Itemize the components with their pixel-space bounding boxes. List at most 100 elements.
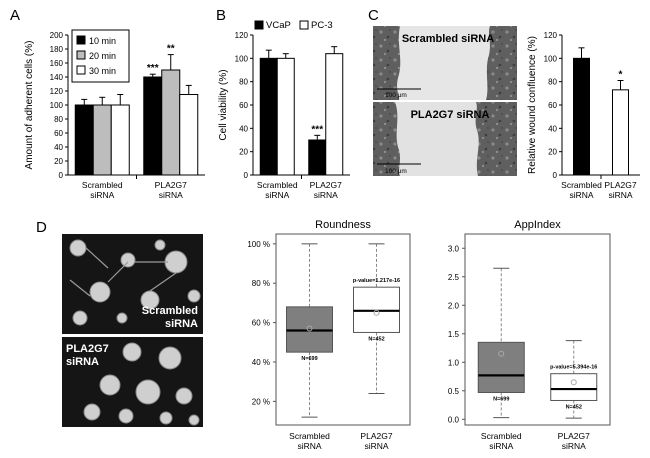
y-tick-label: 2.0 [448,301,460,310]
wound-micrograph-scrambled: Scrambled siRNA 100 μm [373,26,517,100]
chart-roundness: Roundness 20 % 40 % 60 % 80 % 100 % N=699 Scram… [247,219,411,451]
spheroid-micrograph-scrambled: Scrambled siRNA [62,234,203,334]
chart-appindex: AppIndex 0.0 0.5 1.0 1.5 2.0 2.5 3.0 N=699 Scramb… [448,219,611,451]
x-tick-label: siRNA [562,441,586,451]
x-tick-label: siRNA [159,190,183,200]
bar [325,53,344,176]
y-tick-label: 160 [50,59,64,68]
chart-adherent-cells: 0 20 40 60 80 100 120 140 160 180 200 Amount of adh… [24,29,205,200]
n-label: N=452 [368,336,384,342]
x-tick-label: siRNA [364,441,388,451]
y-tick-label: 20 [239,148,248,157]
legend-label: 20 min [89,51,116,61]
y-tick-label: 20 [54,157,63,166]
x-tick-label: PLA2G7 [558,431,590,441]
y-tick-label: 80 % [252,279,270,288]
box [477,341,525,394]
bar [259,57,278,176]
y-tick-label: 20 [548,148,557,157]
y-tick-label: 120 [544,31,558,40]
y-tick-label: 60 [54,129,63,138]
x-tick-label: PLA2G7 [604,180,636,190]
legend-swatch [76,35,86,45]
legend-swatch [76,50,86,60]
y-tick-label: 0 [59,171,64,180]
y-tick-label: 60 % [252,319,270,328]
wound-micrograph-pla2g7: PLA2G7 siRNA 100 μm [373,102,517,176]
bar [74,104,94,176]
panel-label-b: B [216,7,226,24]
legend-swatch [254,20,264,30]
significance-label: * [619,70,623,81]
bar [92,104,112,176]
y-tick-label: 2.5 [448,273,460,282]
y-tick-label: 100 [544,54,558,63]
n-label: N=452 [566,404,582,410]
x-tick-label: siRNA [90,190,114,200]
n-label: N=699 [493,397,509,403]
y-tick-label: 60 [239,101,248,110]
y-tick-label: 200 [50,31,64,40]
significance-label: ** [167,44,175,55]
significance-label: *** [311,124,323,135]
y-tick-label: 40 % [252,358,270,367]
bar [161,69,181,176]
y-tick-label: 60 [548,101,557,110]
x-tick-label: siRNA [608,190,632,200]
bar [308,139,327,176]
y-tick-label: 120 [50,87,64,96]
y-tick-label: 0 [244,171,249,180]
x-tick-label: siRNA [297,441,321,451]
legend-label: VCaP [266,20,291,31]
y-tick-label: 1.0 [448,358,460,367]
spheroid-label-scrambled-1: Scrambled [142,305,198,317]
bar [573,57,590,176]
plot-frame [464,233,611,426]
x-tick-label: PLA2G7 [310,180,342,190]
y-axis-label: Amount of adherent cells (%) [24,41,35,170]
y-tick-label: 40 [54,143,63,152]
legend-swatch [76,65,86,75]
legend-label: 10 min [89,36,116,46]
mean-marker [373,309,380,316]
spheroid-label-pla2g7-2: siRNA [66,356,99,368]
bar [179,94,199,176]
panel-label-d: D [36,219,47,236]
bar [143,76,163,176]
x-tick-label: Scrambled [82,180,123,190]
spheroid-label-pla2g7-1: PLA2G7 [66,343,109,355]
micrograph-label-pla2g7: PLA2G7 siRNA [411,109,490,121]
legend-swatch [299,20,309,30]
chart-title: AppIndex [514,219,561,231]
y-tick-label: 0.0 [448,415,460,424]
mean-marker [570,379,577,386]
panel-label-a: A [10,7,20,24]
x-tick-label: Scrambled [257,180,298,190]
p-value-label: p-value=5.394e-16 [550,365,597,371]
x-tick-label: siRNA [569,190,593,200]
y-tick-label: 180 [50,45,64,54]
x-tick-label: Scrambled [481,431,522,441]
y-tick-label: 3.0 [448,244,460,253]
y-tick-label: 100 % [247,240,270,249]
panel-label-c: C [368,7,379,24]
legend-label: PC-3 [311,20,333,31]
n-label: N=699 [301,356,317,362]
scale-label-bottom: 100 μm [385,168,407,175]
chart-title: Roundness [315,219,371,231]
chart-cell-viability: 0 20 40 60 80 100 120 Cell viability (%) Scrambl… [218,20,350,200]
x-tick-label: siRNA [265,190,289,200]
y-tick-label: 100 [235,54,249,63]
y-tick-label: 40 [239,124,248,133]
box [550,373,598,401]
y-axis-label: Cell viability (%) [218,69,229,140]
y-tick-label: 80 [54,115,63,124]
scale-label-top: 100 μm [385,92,407,99]
bar [110,104,130,176]
chart-wound-confluence: 0 20 40 60 80 100 120 Relative wound confluence… [527,31,640,200]
significance-label: *** [147,63,159,74]
micrograph-label-scrambled: Scrambled siRNA [402,33,494,45]
x-tick-label: siRNA [314,190,338,200]
bar [276,57,295,176]
